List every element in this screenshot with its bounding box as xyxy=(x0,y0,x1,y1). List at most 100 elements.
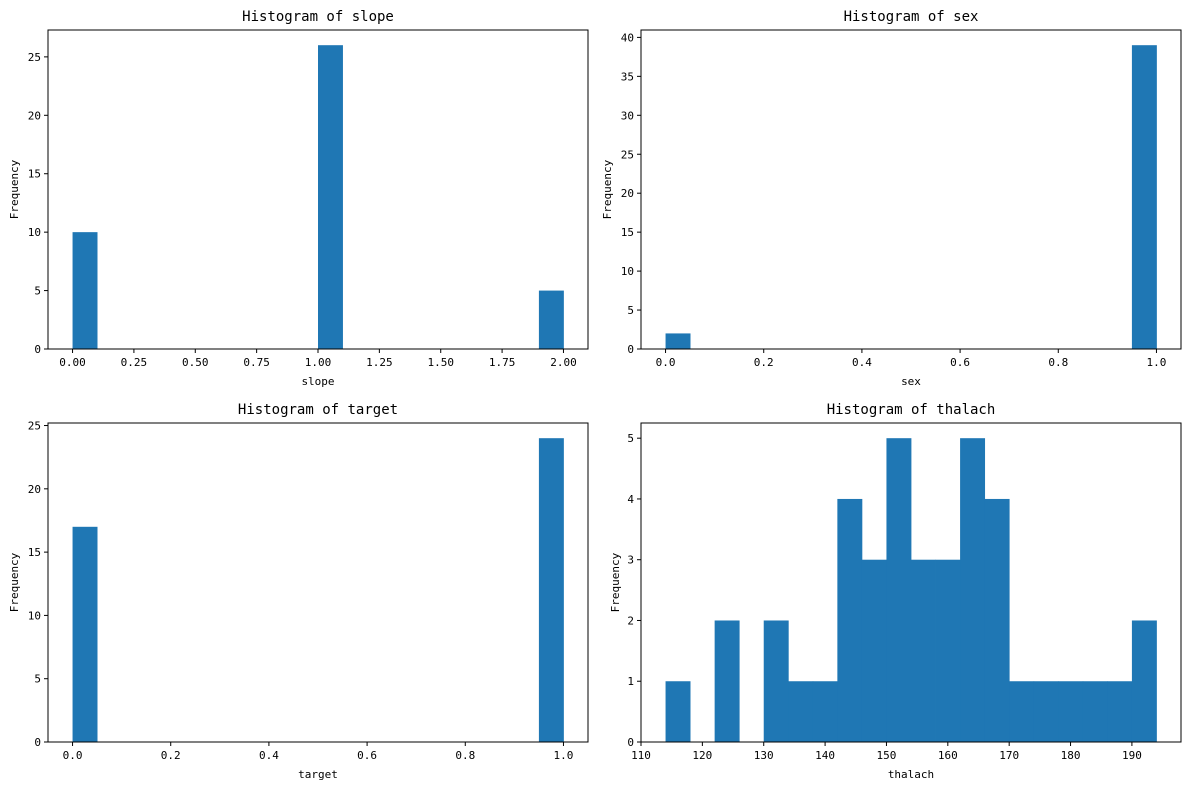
x-tick-label: 0.25 xyxy=(121,356,148,369)
histogram-bar xyxy=(812,681,838,742)
x-axis-label: slope xyxy=(301,375,334,388)
subplot-3: 0.0 0.2 0.4 0.6 0.8 1.0 0 5 10 15 20 25 Histogram of… xyxy=(8,402,589,781)
y-tick-label: 25 xyxy=(621,148,634,161)
histogram-bar xyxy=(1131,620,1157,742)
x-axis-label: thalach xyxy=(888,768,934,781)
x-tick-label: 1.50 xyxy=(427,356,454,369)
histogram-bar xyxy=(1107,681,1133,742)
x-tick-label: 0.50 xyxy=(182,356,209,369)
y-tick-label: 35 xyxy=(621,70,634,83)
y-tick-label: 0 xyxy=(34,343,41,356)
chart-title: Histogram of thalach xyxy=(827,402,996,418)
x-tick-label: 0.2 xyxy=(161,749,181,762)
histogram-bar xyxy=(763,620,789,742)
x-tick-label: 0.8 xyxy=(455,749,475,762)
histogram-bar xyxy=(318,45,343,349)
x-tick-label: 0.00 xyxy=(59,356,86,369)
x-tick-label: 2.00 xyxy=(550,356,577,369)
histogram-bar xyxy=(935,559,961,742)
y-tick-label: 40 xyxy=(621,31,634,44)
x-tick-label: 110 xyxy=(631,749,651,762)
x-tick-label: 0.8 xyxy=(1048,356,1068,369)
histogram-bar xyxy=(665,333,691,349)
y-tick-label: 20 xyxy=(28,483,41,496)
x-axis-label: sex xyxy=(901,375,921,388)
y-tick-label: 25 xyxy=(28,420,41,433)
y-axis-label: Frequency xyxy=(609,552,622,612)
chart-title: Histogram of slope xyxy=(242,9,394,25)
y-tick-label: 5 xyxy=(627,432,634,445)
y-tick-label: 4 xyxy=(627,493,634,506)
y-axis-label: Frequency xyxy=(8,552,21,612)
histogram-bar xyxy=(538,290,564,349)
histogram-bar xyxy=(538,438,564,742)
y-tick-label: 0 xyxy=(627,343,634,356)
x-tick-label: 1.75 xyxy=(489,356,516,369)
histogram-bar xyxy=(1058,681,1084,742)
histogram-bar xyxy=(911,559,936,742)
x-tick-label: 1.0 xyxy=(554,749,574,762)
y-axis-label: Frequency xyxy=(8,159,21,219)
histogram-bar xyxy=(1009,681,1035,742)
histogram-bar xyxy=(72,526,98,742)
x-tick-label: 130 xyxy=(754,749,774,762)
subplot-1: 0.00 0.25 0.50 0.75 1.00 1.25 1.50 1.75 2.00 0 5 10… xyxy=(8,9,589,388)
chart-title: Histogram of sex xyxy=(844,9,979,25)
y-tick-label: 30 xyxy=(621,109,634,122)
chart-title: Histogram of target xyxy=(238,402,398,418)
x-tick-label: 180 xyxy=(1061,749,1081,762)
histogram-bar xyxy=(837,498,863,742)
subplot-2: 0.0 0.2 0.4 0.6 0.8 1.0 0 5 10 15 20 25 30 35 40 Histog… xyxy=(601,9,1182,388)
histogram-bar xyxy=(1131,45,1157,349)
x-tick-label: 0.0 xyxy=(63,749,83,762)
y-tick-label: 1 xyxy=(627,675,634,688)
y-tick-label: 0 xyxy=(627,736,634,749)
x-tick-label: 160 xyxy=(938,749,958,762)
y-tick-label: 0 xyxy=(34,736,41,749)
histogram-bar xyxy=(788,681,814,742)
x-tick-label: 0.0 xyxy=(656,356,676,369)
y-tick-label: 2 xyxy=(627,614,634,627)
y-tick-label: 10 xyxy=(28,226,41,239)
x-tick-label: 120 xyxy=(692,749,712,762)
y-tick-label: 15 xyxy=(28,168,41,181)
histogram-bar xyxy=(72,232,98,349)
x-tick-label: 150 xyxy=(877,749,897,762)
histogram-bar xyxy=(861,559,887,742)
x-tick-label: 1.25 xyxy=(366,356,393,369)
x-tick-label: 0.6 xyxy=(357,749,377,762)
y-tick-label: 10 xyxy=(621,265,634,278)
y-tick-label: 5 xyxy=(34,673,41,686)
y-tick-label: 10 xyxy=(28,609,41,622)
y-tick-label: 25 xyxy=(28,51,41,64)
x-tick-label: 0.4 xyxy=(852,356,872,369)
y-tick-label: 20 xyxy=(621,187,634,200)
y-tick-label: 15 xyxy=(28,546,41,559)
x-tick-label: 1.00 xyxy=(305,356,332,369)
histogram-bar xyxy=(1033,681,1059,742)
histogram-bar xyxy=(960,438,986,742)
x-tick-label: 140 xyxy=(815,749,835,762)
subplot-4: 110 120 130 140 150 160 170 180 190 0 1 2 3 4 5 Histogr… xyxy=(609,402,1182,781)
x-tick-label: 170 xyxy=(999,749,1019,762)
x-tick-label: 0.6 xyxy=(950,356,970,369)
y-axis-label: Frequency xyxy=(601,159,614,219)
y-tick-label: 5 xyxy=(34,285,41,298)
x-tick-label: 1.0 xyxy=(1147,356,1167,369)
axes-frame xyxy=(47,422,589,743)
histogram-bar xyxy=(984,498,1010,742)
histogram-bar xyxy=(1082,681,1108,742)
x-tick-label: 0.4 xyxy=(259,749,279,762)
axes-frame xyxy=(640,29,1182,350)
histogram-bar xyxy=(886,438,912,742)
y-tick-label: 3 xyxy=(627,554,634,567)
x-tick-label: 0.2 xyxy=(754,356,774,369)
y-tick-label: 20 xyxy=(28,109,41,122)
y-tick-label: 15 xyxy=(621,226,634,239)
histogram-bar xyxy=(665,681,691,742)
histogram-bar xyxy=(714,620,740,742)
x-axis-label: target xyxy=(298,768,338,781)
x-tick-label: 190 xyxy=(1122,749,1142,762)
